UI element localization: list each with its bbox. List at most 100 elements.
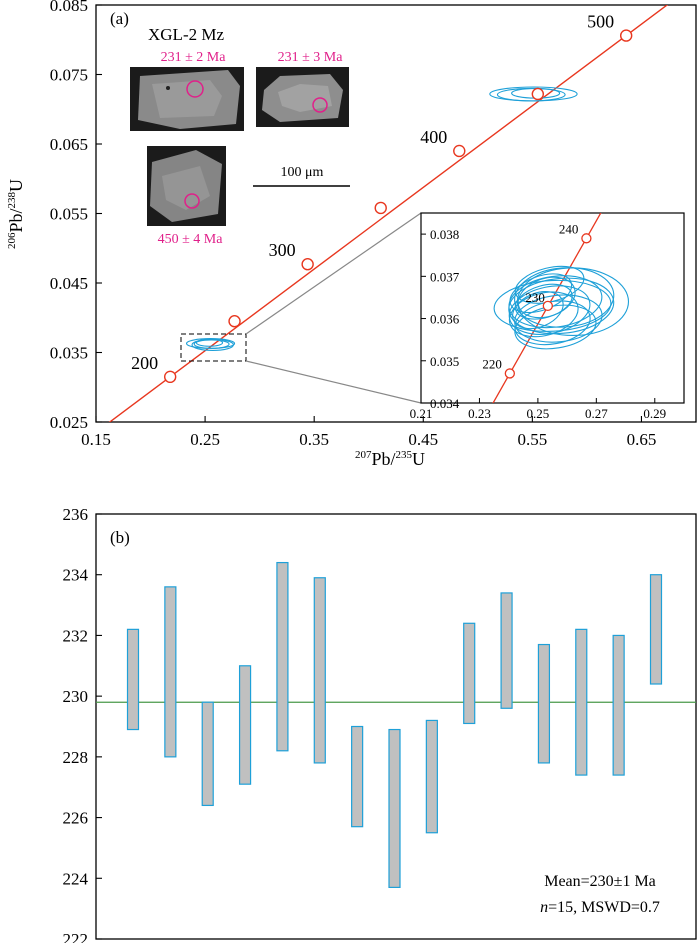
concordia-age-labels: 200 300 400 500 xyxy=(131,12,614,373)
y-tick-label: 230 xyxy=(63,687,89,706)
x-tick-label: 0.45 xyxy=(408,430,438,449)
age-marker xyxy=(374,201,387,215)
concordia-curve xyxy=(108,5,669,422)
panel-a-label: (a) xyxy=(110,9,129,28)
inset-axis-ticks: 0.21 0.23 0.25 0.27 0.29 0.034 0.035 0.036 0.037… xyxy=(410,227,667,421)
sample-name: XGL-2 Mz xyxy=(148,25,224,44)
y-axis-title: 206Pb/238U xyxy=(6,179,26,249)
y-tick-label: 0.065 xyxy=(50,135,88,154)
inset-error-ellipse xyxy=(493,279,612,332)
inset-y-tick-label: 0.035 xyxy=(430,354,459,369)
y-tick-label: 226 xyxy=(63,809,89,828)
panel-b: 222 224 226 228 230 232 234 236 (b) Mean=230±1 … xyxy=(63,505,697,943)
error-ellipse xyxy=(193,339,230,349)
y-tick-label: 0.085 xyxy=(50,0,88,15)
inset-concordia-curve xyxy=(492,213,602,403)
inset-error-ellipse xyxy=(514,265,585,304)
age-label: 300 xyxy=(269,240,296,260)
age-bar xyxy=(463,622,476,725)
age-label: 400 xyxy=(420,127,447,147)
zoom-leader-bottom xyxy=(245,360,422,404)
y-tick-label: 222 xyxy=(63,930,89,943)
inset-x-tick-label: 0.23 xyxy=(468,406,491,421)
mswd-stat: n=15, MSWD=0.7 xyxy=(540,899,660,916)
inset-age-labels: 220 230 240 xyxy=(482,221,578,371)
inset-y-tick-label: 0.036 xyxy=(430,312,460,327)
y-tick-label: 232 xyxy=(63,626,89,645)
y-tick-label: 228 xyxy=(63,748,89,767)
inset-age-marker xyxy=(542,300,553,312)
inset-error-ellipse xyxy=(514,283,573,320)
age-bar xyxy=(313,577,326,764)
age-bar xyxy=(276,561,289,752)
age-marker xyxy=(228,315,241,328)
inset-y-tick-label: 0.038 xyxy=(430,227,459,242)
panel-b-label: (b) xyxy=(110,528,130,547)
analysis-spot xyxy=(186,80,204,98)
age-bar xyxy=(238,665,252,785)
age-marker xyxy=(301,258,314,271)
age-label: 200 xyxy=(131,353,158,373)
age-bar xyxy=(351,725,364,828)
inset-error-ellipse xyxy=(516,267,630,336)
inset-concordia-markers xyxy=(504,233,592,379)
age-bar xyxy=(126,628,140,731)
y-tick-label: 0.055 xyxy=(50,205,88,224)
inset-error-ellipse xyxy=(508,291,579,338)
age-bar xyxy=(388,728,401,888)
age-label: 500 xyxy=(587,12,614,32)
y-tick-label: 0.035 xyxy=(50,344,88,363)
zoom-box xyxy=(180,333,247,362)
inset-age-label: 220 xyxy=(482,356,502,371)
x-tick-label: 0.15 xyxy=(81,430,111,449)
concordia-line xyxy=(108,5,669,422)
age-error-bars xyxy=(126,561,663,888)
age-marker xyxy=(619,29,633,42)
age-bar xyxy=(612,634,625,776)
inset-ellipses xyxy=(493,265,630,350)
grain-age-1: 231 ± 2 Ma xyxy=(161,50,227,65)
y-tick-label: 234 xyxy=(63,566,89,585)
scale-bar-label: 100 μm xyxy=(281,165,324,180)
zoom-leader-top xyxy=(245,212,422,335)
inset-x-tick-label: 0.25 xyxy=(527,406,550,421)
age-marker xyxy=(531,87,545,101)
error-ellipse xyxy=(191,338,235,351)
y-tick-label: 236 xyxy=(63,505,89,524)
x-axis-title: 207Pb/235U xyxy=(355,449,425,469)
zircon-grain-image-2 xyxy=(256,67,349,127)
inset-age-marker xyxy=(504,368,515,379)
x-tick-label: 0.55 xyxy=(517,430,547,449)
age-bar xyxy=(649,574,663,685)
panel-b-frame xyxy=(95,513,697,940)
panel-b-axis-ticks: 222 224 226 228 230 232 234 236 xyxy=(63,505,102,943)
age-bar xyxy=(201,701,214,807)
concordia-markers xyxy=(163,29,633,384)
x-tick-label: 0.65 xyxy=(627,430,657,449)
zircon-grain-image-3 xyxy=(147,146,226,226)
inset-error-ellipse xyxy=(508,277,615,335)
analysis-spot xyxy=(184,193,200,209)
x-tick-label: 0.25 xyxy=(190,430,220,449)
inset-x-tick-label: 0.21 xyxy=(410,406,433,421)
age-bar xyxy=(537,643,551,764)
age-bar xyxy=(500,592,513,709)
age-bar xyxy=(164,586,177,758)
panel-a: 0.15 0.25 0.35 0.45 0.55 0.65 0.025 0.035 0.045 0… xyxy=(6,0,697,469)
y-tick-label: 0.045 xyxy=(50,274,88,293)
zircon-grain-image-1 xyxy=(130,67,244,131)
inset-y-tick-label: 0.034 xyxy=(430,396,460,411)
age-bar xyxy=(425,719,438,834)
inset-x-tick-label: 0.27 xyxy=(585,406,608,421)
grain-age-3: 450 ± 4 Ma xyxy=(158,232,224,247)
panel-a-axis-ticks: 0.15 0.25 0.35 0.45 0.55 0.65 0.025 0.035 0.045 0… xyxy=(50,0,657,449)
age-bar xyxy=(575,628,588,776)
inset-age-label: 240 xyxy=(559,221,579,236)
inset-y-tick-label: 0.037 xyxy=(430,269,460,284)
y-tick-label: 224 xyxy=(63,869,89,888)
inset-concordia-line xyxy=(492,213,602,403)
age-marker xyxy=(453,144,466,158)
age-marker xyxy=(163,370,177,384)
y-tick-label: 0.075 xyxy=(50,66,88,85)
